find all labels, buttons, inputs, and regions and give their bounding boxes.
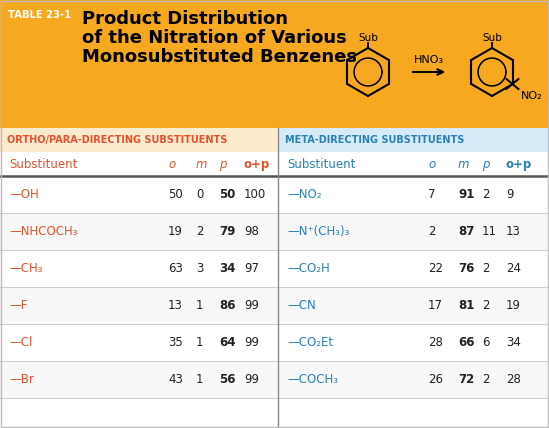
Text: o+p: o+p [506, 158, 532, 170]
Bar [0, 250, 549, 287]
Text: 72: 72 [458, 373, 474, 386]
Text: 22: 22 [428, 262, 443, 275]
Text: Sub: Sub [358, 33, 378, 43]
Text: ORTHO/PARA-DIRECTING SUBSTITUENTS: ORTHO/PARA-DIRECTING SUBSTITUENTS [7, 135, 227, 145]
Text: m: m [458, 158, 469, 170]
Text: META-DIRECTING SUBSTITUENTS: META-DIRECTING SUBSTITUENTS [285, 135, 464, 145]
Text: 1: 1 [196, 299, 204, 312]
Text: 7: 7 [428, 188, 435, 201]
Text: —Cl: —Cl [9, 336, 32, 349]
Text: 2: 2 [196, 225, 204, 238]
Text: 99: 99 [244, 336, 259, 349]
Text: 63: 63 [168, 262, 183, 275]
Text: 56: 56 [219, 373, 236, 386]
Text: HNO₃: HNO₃ [414, 55, 444, 65]
Bar [0, 287, 549, 324]
Text: 26: 26 [428, 373, 443, 386]
Text: o+p: o+p [244, 158, 270, 170]
Text: 2: 2 [482, 373, 490, 386]
Text: 97: 97 [244, 262, 259, 275]
Text: 86: 86 [219, 299, 236, 312]
Text: 2: 2 [482, 188, 490, 201]
Text: 0: 0 [196, 188, 203, 201]
Text: Substituent: Substituent [9, 158, 77, 170]
Text: 50: 50 [219, 188, 236, 201]
Text: —N⁺(CH₃)₃: —N⁺(CH₃)₃ [287, 225, 349, 238]
Text: 28: 28 [506, 373, 521, 386]
Text: 99: 99 [244, 373, 259, 386]
Text: 2: 2 [482, 299, 490, 312]
Text: 76: 76 [458, 262, 474, 275]
Text: 79: 79 [219, 225, 236, 238]
Text: of the Nitration of Various: of the Nitration of Various [82, 29, 347, 47]
Text: 19: 19 [168, 225, 183, 238]
Text: 66: 66 [458, 336, 474, 349]
Text: 13: 13 [506, 225, 521, 238]
Bar [0, 128, 278, 152]
Text: o: o [428, 158, 435, 170]
Text: 3: 3 [196, 262, 203, 275]
Text: 100: 100 [244, 188, 266, 201]
Text: 50: 50 [168, 188, 183, 201]
Text: Product Distribution: Product Distribution [82, 10, 288, 28]
Text: —CO₂H: —CO₂H [287, 262, 330, 275]
Bar [0, 361, 549, 398]
Text: NO₂: NO₂ [520, 91, 542, 101]
Text: Sub: Sub [482, 33, 502, 43]
Text: TABLE 23-1: TABLE 23-1 [8, 10, 71, 20]
Text: —NHCOCH₃: —NHCOCH₃ [9, 225, 77, 238]
Text: 43: 43 [168, 373, 183, 386]
Bar [0, 324, 549, 361]
Text: 24: 24 [506, 262, 521, 275]
Text: 64: 64 [219, 336, 236, 349]
Text: 1: 1 [196, 373, 204, 386]
Text: o: o [168, 158, 175, 170]
Text: 98: 98 [244, 225, 259, 238]
Text: Monosubstituted Benzenes: Monosubstituted Benzenes [82, 48, 357, 66]
Text: 34: 34 [219, 262, 236, 275]
Text: 6: 6 [482, 336, 490, 349]
Text: —CH₃: —CH₃ [9, 262, 42, 275]
Text: 81: 81 [458, 299, 474, 312]
Text: m: m [196, 158, 208, 170]
Text: —COCH₃: —COCH₃ [287, 373, 338, 386]
Bar [0, 152, 549, 176]
Text: —F: —F [9, 299, 27, 312]
Text: 11: 11 [482, 225, 497, 238]
Text: —OH: —OH [9, 188, 39, 201]
Text: 1: 1 [196, 336, 204, 349]
Bar [0, 213, 549, 250]
Text: Substituent: Substituent [287, 158, 355, 170]
Text: 13: 13 [168, 299, 183, 312]
Text: 17: 17 [428, 299, 443, 312]
Bar [0, 0, 549, 128]
Text: 9: 9 [506, 188, 513, 201]
Text: —CN: —CN [287, 299, 316, 312]
Bar [278, 128, 549, 152]
Text: 91: 91 [458, 188, 474, 201]
Text: 99: 99 [244, 299, 259, 312]
Text: 2: 2 [428, 225, 435, 238]
Text: 28: 28 [428, 336, 443, 349]
Text: 34: 34 [506, 336, 521, 349]
Text: 19: 19 [506, 299, 521, 312]
Text: —CO₂Et: —CO₂Et [287, 336, 333, 349]
Text: p: p [482, 158, 490, 170]
Bar [0, 176, 549, 213]
Text: p: p [219, 158, 227, 170]
Text: 2: 2 [482, 262, 490, 275]
Text: —Br: —Br [9, 373, 34, 386]
Text: 35: 35 [168, 336, 183, 349]
Text: 87: 87 [458, 225, 474, 238]
Text: —NO₂: —NO₂ [287, 188, 322, 201]
